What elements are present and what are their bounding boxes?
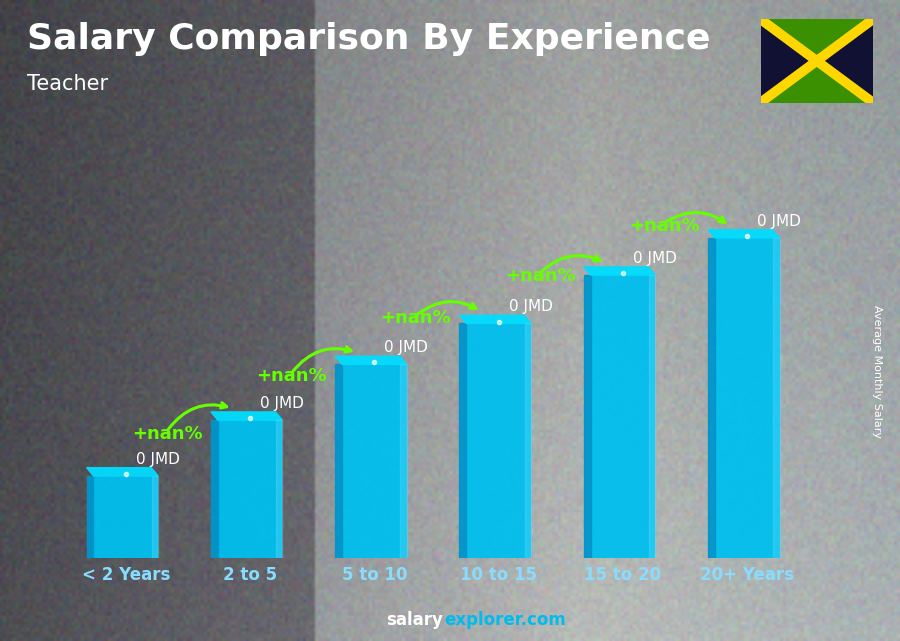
- Polygon shape: [86, 468, 158, 476]
- Bar: [466, 324, 531, 558]
- Bar: [218, 420, 283, 558]
- Text: 0 JMD: 0 JMD: [633, 251, 677, 266]
- Polygon shape: [335, 356, 407, 364]
- Text: salary: salary: [386, 612, 443, 629]
- Polygon shape: [708, 229, 779, 238]
- Text: explorer.com: explorer.com: [445, 612, 566, 629]
- Polygon shape: [584, 275, 590, 558]
- Polygon shape: [460, 315, 531, 324]
- Text: 0 JMD: 0 JMD: [136, 451, 180, 467]
- Text: +nan%: +nan%: [381, 310, 451, 328]
- Polygon shape: [708, 238, 715, 558]
- Polygon shape: [760, 61, 873, 103]
- Text: Average Monthly Salary: Average Monthly Salary: [871, 305, 882, 438]
- Text: 0 JMD: 0 JMD: [260, 395, 304, 411]
- Polygon shape: [760, 19, 873, 61]
- Text: +nan%: +nan%: [132, 425, 202, 443]
- Polygon shape: [276, 420, 283, 558]
- Polygon shape: [211, 412, 283, 420]
- Polygon shape: [760, 19, 817, 103]
- Polygon shape: [584, 267, 655, 275]
- Polygon shape: [335, 364, 342, 558]
- Text: 0 JMD: 0 JMD: [384, 340, 428, 355]
- Polygon shape: [86, 476, 94, 558]
- Polygon shape: [773, 238, 779, 558]
- Polygon shape: [460, 324, 466, 558]
- Text: Salary Comparison By Experience: Salary Comparison By Experience: [27, 22, 710, 56]
- Bar: [590, 275, 655, 558]
- Text: +nan%: +nan%: [629, 217, 700, 235]
- Text: Teacher: Teacher: [27, 74, 108, 94]
- Bar: [342, 364, 407, 558]
- Text: +nan%: +nan%: [256, 367, 327, 385]
- Bar: [94, 476, 158, 558]
- Bar: [715, 238, 779, 558]
- Text: 0 JMD: 0 JMD: [757, 213, 801, 229]
- Polygon shape: [211, 420, 218, 558]
- Polygon shape: [400, 364, 407, 558]
- Polygon shape: [152, 476, 158, 558]
- Polygon shape: [817, 19, 873, 103]
- Polygon shape: [525, 324, 531, 558]
- Text: 0 JMD: 0 JMD: [508, 299, 553, 314]
- Polygon shape: [649, 275, 655, 558]
- Text: +nan%: +nan%: [505, 267, 575, 285]
